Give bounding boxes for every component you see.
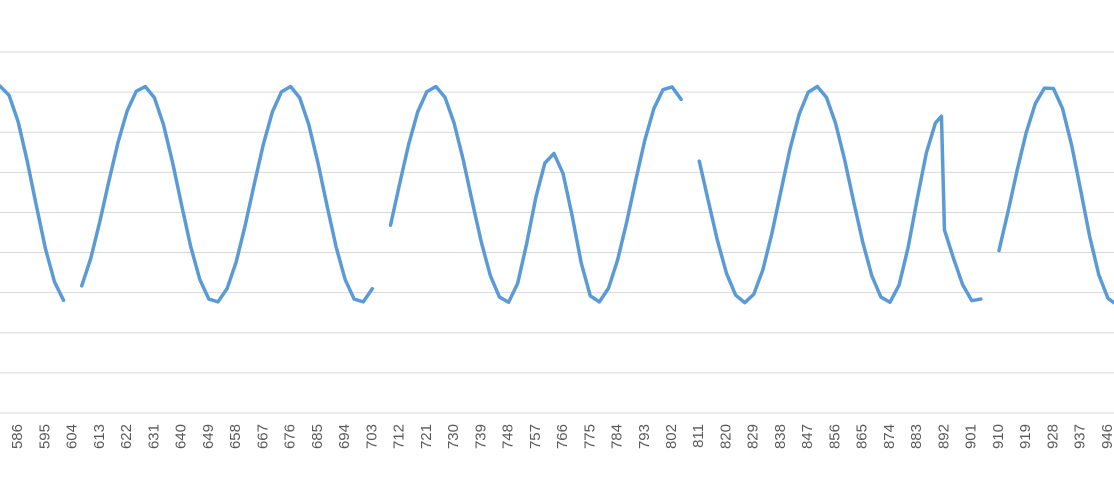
x-tick-label: 937 (1072, 424, 1089, 449)
x-tick-label: 766 (554, 424, 571, 449)
x-tick-label: 856 (826, 424, 843, 449)
x-tick-label: 613 (91, 424, 108, 449)
data-line (0, 84, 1114, 305)
x-tick-label: 748 (500, 424, 517, 449)
x-tick-label: 892 (935, 424, 952, 449)
x-tick-label: 703 (363, 424, 380, 449)
x-tick-label: 865 (854, 424, 871, 449)
x-tick-label: 730 (445, 424, 462, 449)
x-tick-label: 739 (472, 424, 489, 449)
x-tick-label: 784 (609, 424, 626, 449)
x-tick-label: 874 (881, 424, 898, 449)
x-tick-label: 820 (717, 424, 734, 449)
x-tick-label: 622 (118, 424, 135, 449)
x-tick-label: 721 (418, 424, 435, 449)
x-tick-label: 685 (309, 424, 326, 449)
x-tick-label: 793 (636, 424, 653, 449)
x-tick-label: 946 (1099, 424, 1114, 449)
x-tick-label: 802 (663, 424, 680, 449)
x-tick-label: 838 (772, 424, 789, 449)
x-tick-label: 712 (391, 424, 408, 449)
x-tick-label: 658 (227, 424, 244, 449)
x-tick-label: 847 (799, 424, 816, 449)
x-tick-label: 829 (745, 424, 762, 449)
x-tick-label: 694 (336, 424, 353, 449)
x-tick-label: 901 (963, 424, 980, 449)
x-tick-label: 649 (200, 424, 217, 449)
x-tick-label: 604 (64, 424, 81, 449)
x-tick-label: 667 (254, 424, 271, 449)
x-tick-label: 757 (527, 424, 544, 449)
x-tick-label: 928 (1044, 424, 1061, 449)
x-tick-label: 811 (690, 424, 707, 448)
x-tick-label: 775 (581, 424, 598, 449)
x-tick-label: 640 (173, 424, 190, 449)
x-tick-label: 676 (282, 424, 299, 449)
x-tick-label: 919 (1017, 424, 1034, 449)
x-tick-label: 631 (145, 424, 162, 449)
x-tick-label: 910 (990, 424, 1007, 449)
x-tick-label: 883 (908, 424, 925, 449)
x-tick-label: 586 (9, 424, 26, 449)
x-tick-label: 595 (36, 424, 53, 449)
